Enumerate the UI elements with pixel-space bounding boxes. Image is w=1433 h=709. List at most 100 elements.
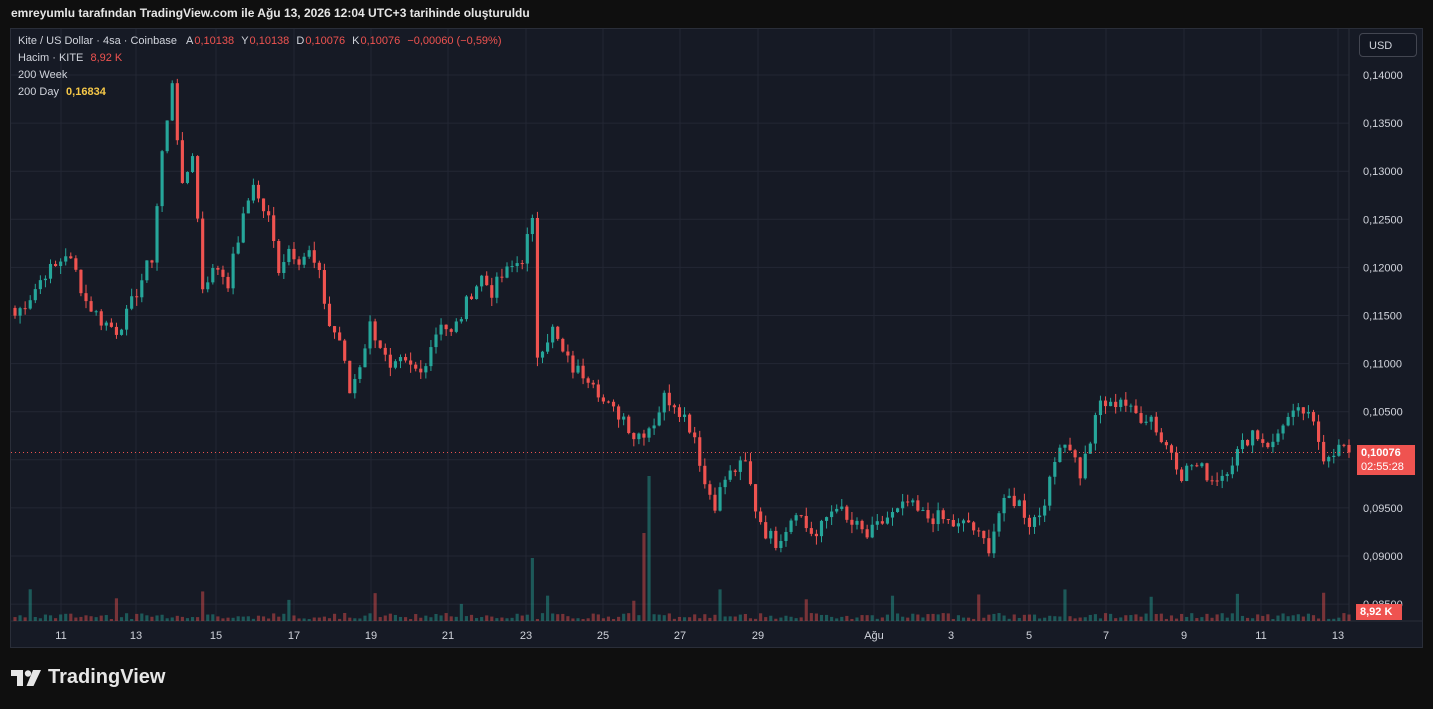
candle-body	[1154, 416, 1158, 433]
y-tick-label: 0,12000	[1363, 262, 1403, 274]
volume-bar	[196, 617, 200, 621]
volume-bar	[1240, 615, 1245, 621]
candle-body	[449, 329, 453, 332]
candle-body	[515, 263, 519, 267]
candle-body	[743, 460, 747, 462]
candle-body	[1007, 495, 1011, 498]
y-tick-label: 0,13500	[1363, 118, 1403, 130]
candle-body	[556, 326, 560, 339]
candle-body	[723, 479, 727, 488]
volume-bar	[1093, 614, 1097, 621]
volume-bar	[160, 614, 164, 621]
volume-bar	[743, 614, 747, 621]
volume-bar	[611, 618, 616, 621]
volume-bar	[54, 618, 58, 621]
volume-bar	[809, 613, 813, 621]
volume-bar	[79, 616, 83, 621]
volume-bar	[444, 613, 448, 621]
candle-body	[216, 268, 220, 270]
chart-canvas[interactable]: 0,14000 0,13500 0,13000 0,12500 0,12000 0,115…	[11, 29, 1422, 647]
legend-ma-week[interactable]: 200 Week	[18, 69, 67, 81]
x-tick-label: 3	[948, 630, 954, 642]
volume-bar	[1301, 616, 1305, 621]
volume-bar	[632, 600, 636, 621]
volume-bar	[322, 616, 326, 621]
chart-panel[interactable]: 0,14000 0,13500 0,13000 0,12500 0,12000 0,115…	[10, 28, 1423, 648]
x-tick-label: 17	[288, 630, 300, 642]
volume-bar	[530, 558, 534, 621]
candle-body	[718, 487, 722, 511]
volume-bar	[1007, 618, 1011, 621]
candle-body	[1027, 517, 1032, 527]
legend-ma-day[interactable]: 200 Day 0,16834	[18, 86, 106, 98]
candle-body	[327, 303, 332, 327]
volume-bar	[596, 614, 600, 621]
candle-body	[794, 515, 798, 521]
volume-bar	[890, 595, 895, 621]
candle-body	[1347, 444, 1351, 453]
legend-volume[interactable]: Hacim · KITE 8,92 K	[18, 52, 122, 64]
candle-body	[424, 366, 428, 373]
candle-body	[246, 200, 250, 214]
volume-bar	[74, 617, 78, 621]
candle-body	[667, 392, 671, 406]
candle-body	[23, 308, 27, 310]
candle-body	[1276, 433, 1280, 442]
volume-tag: 8,92 K	[1356, 604, 1402, 620]
candle-body	[185, 172, 190, 183]
volume-bar	[956, 615, 961, 621]
candle-body	[875, 521, 879, 525]
tradingview-logo[interactable]: TradingView	[11, 666, 165, 689]
candle-body	[292, 248, 296, 260]
legend-change: −0,00060 (−0,59%)	[407, 35, 502, 47]
x-tick-label: 5	[1026, 630, 1032, 642]
candle-body	[348, 360, 352, 394]
candle-body	[779, 540, 783, 548]
volume-bar	[64, 613, 68, 621]
legend-open-label: A	[186, 35, 194, 47]
volume-bar	[388, 613, 392, 621]
volume-bar	[764, 617, 768, 621]
x-tick-label: 23	[520, 630, 532, 642]
candle-body	[94, 311, 98, 313]
candle-body	[540, 351, 545, 358]
candle-body	[1180, 469, 1184, 481]
candle-body	[845, 506, 849, 520]
candle-body	[135, 296, 139, 298]
volume-bar	[551, 613, 555, 621]
candle-body	[698, 437, 702, 466]
candle-body	[601, 397, 605, 402]
volume-bar	[586, 618, 590, 621]
currency-button[interactable]: USD	[1359, 33, 1417, 57]
candle-body	[155, 206, 159, 263]
y-tick-label: 0,13000	[1363, 166, 1403, 178]
candle-body	[1149, 416, 1153, 422]
volume-bar	[1058, 616, 1062, 621]
candle-body	[824, 517, 829, 521]
candle-body	[1301, 407, 1305, 414]
volume-bar	[855, 617, 859, 621]
volume-bar	[338, 618, 342, 621]
candle-body	[551, 326, 555, 343]
candle-body	[332, 326, 337, 333]
candle-body	[682, 414, 687, 417]
volume-bar	[723, 616, 727, 621]
candle-body	[272, 215, 276, 241]
candle-body	[64, 256, 68, 262]
volume-bar	[657, 614, 661, 621]
volume-bar	[753, 618, 758, 621]
candle-body	[713, 494, 717, 511]
volume-bar	[1347, 614, 1351, 621]
candle-body	[637, 433, 641, 440]
candle-body	[485, 275, 489, 286]
candle-body	[652, 425, 656, 429]
candle-body	[119, 329, 124, 335]
volume-bar	[961, 617, 966, 621]
volume-bar	[449, 616, 453, 621]
legend-symbol[interactable]: Kite / US Dollar · 4sa · Coinbase	[18, 35, 177, 47]
volume-bar	[799, 617, 803, 621]
candle-body	[99, 311, 103, 326]
volume-bar	[1073, 618, 1077, 621]
candle-body	[1134, 405, 1138, 414]
candle-body	[951, 519, 955, 527]
